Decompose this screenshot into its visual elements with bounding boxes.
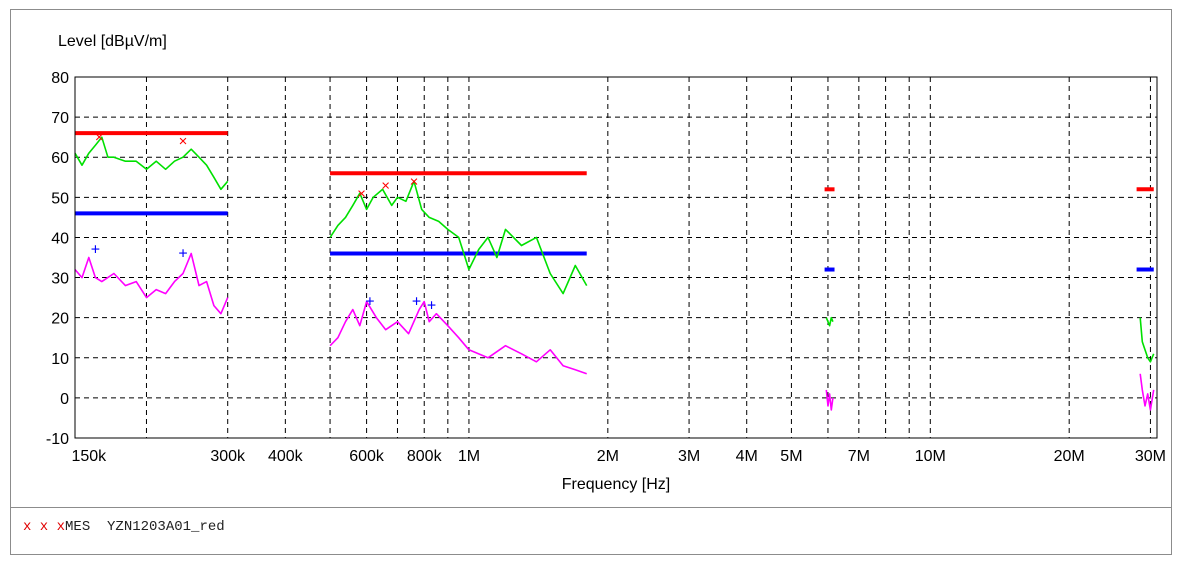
y-tick-label: 40 — [51, 230, 69, 247]
y-tick-labels: 80 70 60 50 40 30 20 10 0 -10 — [46, 70, 69, 448]
y-tick-label: 60 — [51, 150, 69, 167]
x-tick-label: 2M — [597, 448, 619, 465]
x-tick-label: 7M — [848, 448, 870, 465]
legend-entry: x x xMES YZN1203A01_red — [23, 519, 225, 535]
measurement-markers: × × × × × + + + + + — [91, 129, 437, 314]
x-tick-label: 400k — [268, 448, 304, 465]
y-axis-title: Level [dBµV/m] — [58, 33, 167, 50]
x-tick-label: 300k — [210, 448, 246, 465]
av-marker: + — [178, 245, 187, 262]
y-tick-label: 70 — [51, 110, 69, 127]
legend-label: MES YZN1203A01_red — [65, 519, 225, 535]
series-line-peak — [1139, 317, 1155, 363]
plot-border — [74, 76, 1158, 439]
av-marker: + — [412, 294, 421, 311]
series-line-peak — [825, 316, 834, 327]
y-tick-label: 80 — [51, 70, 69, 87]
av-marker: + — [91, 241, 100, 258]
x-tick-label: 1M — [458, 448, 480, 465]
qp-marker: × — [95, 129, 104, 146]
y-tick-label: 50 — [51, 190, 69, 207]
x-tick-label: 3M — [678, 448, 700, 465]
grid-lines — [75, 77, 1157, 438]
series-line-average — [74, 252, 229, 315]
series-line-peak — [74, 136, 229, 191]
qp-marker: × — [381, 177, 390, 194]
x-tick-label: 10M — [915, 448, 946, 465]
y-tick-label: -10 — [46, 431, 69, 448]
x-tick-label: 20M — [1054, 448, 1085, 465]
y-tick-label: 10 — [51, 351, 69, 368]
x-tick-label: 600k — [349, 448, 385, 465]
data-series — [74, 136, 1155, 411]
series-line-average — [1139, 373, 1155, 411]
emission-chart: Level [dBµV/m] Frequency [Hz] 80 70 60 50 40… — [46, 33, 1166, 493]
y-tick-label: 30 — [51, 271, 69, 288]
x-axis-title: Frequency [Hz] — [562, 476, 670, 493]
qp-marker: × — [410, 173, 419, 190]
series-line-average — [329, 300, 587, 375]
qp-marker: × — [179, 133, 188, 150]
x-tick-label: 150k — [71, 448, 107, 465]
series-line-average — [825, 389, 834, 411]
legend-marker-x: x x x — [23, 519, 66, 535]
x-tick-labels: 150k 300k 400k 600k 800k 1M 2M 3M 4M 5M 7M 10M 20M 30… — [71, 448, 1166, 465]
x-tick-label: 5M — [780, 448, 802, 465]
av-marker: + — [427, 298, 436, 315]
av-marker: + — [365, 294, 374, 311]
x-tick-label: 4M — [736, 448, 758, 465]
x-tick-label: 800k — [407, 448, 443, 465]
legend-bar: x x xMES YZN1203A01_red — [10, 507, 1172, 555]
series-line-peak — [329, 180, 588, 295]
y-tick-label: 0 — [60, 391, 69, 408]
limit-lines — [75, 131, 1154, 272]
x-tick-label: 30M — [1135, 448, 1166, 465]
qp-marker: × — [357, 185, 366, 202]
chart-frame — [10, 9, 1172, 555]
y-tick-label: 20 — [51, 311, 69, 328]
